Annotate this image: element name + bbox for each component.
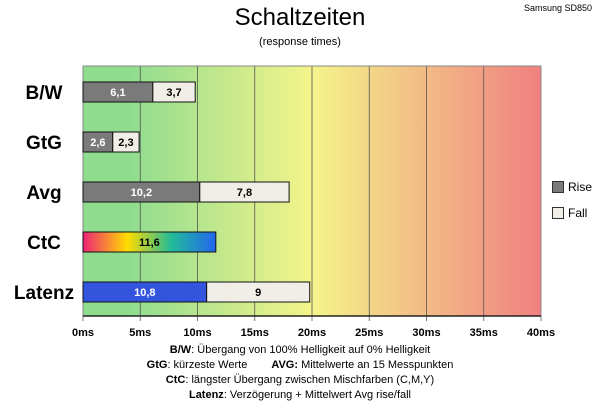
x-tick-label: 0ms bbox=[72, 327, 94, 339]
x-tick-label: 20ms bbox=[298, 327, 326, 339]
category-label: Latenz bbox=[14, 283, 74, 304]
explanation-notes: B/W: Übergang von 100% Helligkeit auf 0%… bbox=[0, 343, 600, 403]
category-label: CtC bbox=[27, 233, 61, 254]
legend-rise-label: Rise bbox=[568, 180, 593, 194]
legend-rise-swatch bbox=[552, 181, 564, 193]
note-bw: B/W: Übergang von 100% Helligkeit auf 0%… bbox=[0, 343, 600, 358]
bar-fall-label: 9 bbox=[255, 287, 261, 299]
bar-fall bbox=[199, 181, 290, 203]
note-avg-text: Mittelwerte an 15 Messpunkten bbox=[298, 359, 454, 371]
category-label: GtG bbox=[26, 133, 62, 154]
bar-rise bbox=[82, 231, 217, 253]
bar-rise-label: 10,2 bbox=[131, 187, 152, 199]
x-tick-label: 30ms bbox=[412, 327, 440, 339]
bar-rise-label: 6,1 bbox=[110, 87, 125, 99]
bar-rise-label: 2,6 bbox=[90, 137, 105, 149]
bar-fall-label: 7,8 bbox=[237, 187, 252, 199]
x-tick-label: 40ms bbox=[527, 327, 555, 339]
note-gtg-term: GtG bbox=[146, 359, 168, 371]
note-bw-term: B/W bbox=[169, 344, 192, 356]
bar-rise-label: 11,6 bbox=[139, 237, 160, 249]
legend-fall-label: Fall bbox=[568, 206, 588, 220]
note-latenz: Latenz: Verzögerung + Mittelwert Avg ris… bbox=[0, 388, 600, 403]
note-ctc-text: : längster Übergang zwischen Mischfarben… bbox=[185, 374, 435, 386]
note-latenz-text: : Verzögerung + Mittelwert Avg rise/fall bbox=[223, 389, 412, 401]
bar-rise-label: 10,8 bbox=[134, 287, 155, 299]
bar-fall bbox=[152, 81, 196, 103]
note-gtg: GtG: kürzeste Werte AVG: Mittelwerte an 1… bbox=[0, 358, 600, 373]
bar-fall-label: 3,7 bbox=[166, 87, 181, 99]
legend-rise: Rise bbox=[552, 180, 592, 194]
x-tick-label: 5ms bbox=[129, 327, 151, 339]
legend-fall-swatch bbox=[552, 207, 564, 219]
chart-title: Schaltzeiten bbox=[234, 4, 366, 31]
note-avg-term: AVG: bbox=[271, 359, 299, 371]
bar-fall bbox=[206, 281, 311, 303]
legend-fall: Fall bbox=[552, 206, 587, 220]
bar-fall bbox=[112, 131, 140, 153]
note-ctc-term: CtC bbox=[165, 374, 186, 386]
note-bw-text: : Übergang von 100% Helligkeit auf 0% He… bbox=[191, 344, 431, 356]
x-tick-label: 15ms bbox=[241, 327, 269, 339]
note-latenz-term: Latenz bbox=[188, 389, 224, 401]
category-label: B/W bbox=[26, 83, 63, 104]
note-gtg-text: : kürzeste Werte bbox=[167, 359, 248, 371]
chart-subtitle: (response times) bbox=[259, 36, 341, 48]
device-label: Samsung SD850 bbox=[523, 3, 592, 13]
note-ctc: CtC: längster Übergang zwischen Mischfar… bbox=[0, 373, 600, 388]
x-tick-label: 10ms bbox=[183, 327, 211, 339]
x-tick-label: 25ms bbox=[355, 327, 383, 339]
bar-fall-label: 2,3 bbox=[118, 137, 133, 149]
x-tick-label: 35ms bbox=[470, 327, 498, 339]
category-label: Avg bbox=[26, 183, 61, 204]
